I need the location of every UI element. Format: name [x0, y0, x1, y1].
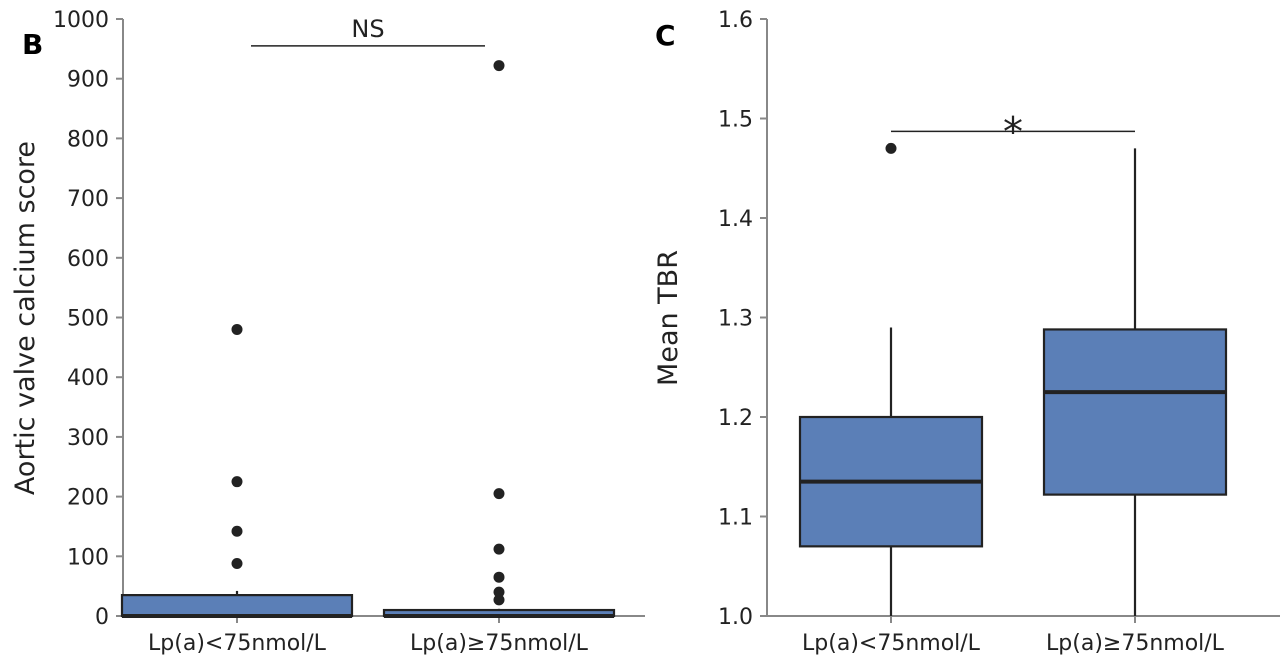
panel-b-y-tick-label: 300: [67, 426, 109, 451]
panel-c-box: [1042, 328, 1228, 496]
panel-b-y-axis-title: Aortic valve calcium score: [10, 141, 41, 495]
panel-b-outlier-point: [231, 476, 243, 488]
panel-c-y-axis-title: Mean TBR: [653, 250, 684, 386]
panel-c-y-tick-label: 1.5: [718, 108, 753, 133]
panel-b-y-tick-label: 900: [67, 68, 109, 93]
panel-c-y-tick-label: 1.4: [718, 207, 753, 232]
panel-b-y-tick-label: 800: [67, 127, 109, 152]
panel-c-y-tick-label: 1.1: [718, 506, 753, 531]
panel-b-y-tick-label: 400: [67, 366, 109, 391]
panel-b-y-tick-label: 500: [67, 307, 109, 332]
panel-b-outlier-point: [231, 557, 243, 569]
panel-b-y-tick-label: 700: [67, 187, 109, 212]
panel-c-y-tick-label: 1.2: [718, 406, 753, 431]
panel-c-x-tick-label: Lp(a)≥75nmol/L: [1046, 631, 1225, 656]
panel-c-panel-letter: C: [655, 19, 676, 52]
panel-b-y-tick-label: 100: [67, 545, 109, 570]
panel-c-significance-label: *: [1003, 109, 1023, 155]
panel-b-box: [120, 594, 354, 618]
panel-c-y-tick-label: 1.0: [718, 605, 753, 630]
panel-b-panel-letter: B: [22, 28, 43, 61]
panel-b-outlier-point: [493, 488, 505, 500]
panel-b-outlier-point: [231, 323, 243, 335]
panel-b-x-tick-label: Lp(a)<75nmol/L: [148, 631, 327, 656]
panel-c-y-tick-label: 1.6: [718, 8, 753, 33]
panel-b-x-tick-label: Lp(a)≥75nmol/L: [410, 631, 589, 656]
panel-c-outlier-point: [885, 142, 897, 154]
panel-c-chart: 1.0 1.1 1.2 1.3 1.4 1.5 1.6 Mean TBR C Lp(a)<75nm…: [653, 8, 1280, 656]
panel-c-x-tick-label: Lp(a)<75nmol/L: [802, 631, 981, 656]
panel-b-outlier-point: [493, 594, 505, 606]
panel-b-y-tick-label: 200: [67, 486, 109, 511]
panel-b-outlier-point: [493, 586, 505, 598]
panel-b-y-tick-label: 600: [67, 247, 109, 272]
panel-b-y-tick-label: 1000: [53, 8, 109, 33]
panel-c-y-tick-label: 1.3: [718, 307, 753, 332]
panel-b-outlier-point: [231, 525, 243, 537]
panel-b-significance-label: NS: [351, 15, 384, 43]
panel-b-y-tick-label: 0: [95, 605, 109, 630]
panel-b-outlier-point: [493, 571, 505, 583]
panel-b-chart: 0 100 200 300 400 500 600 700 800 900 1000 Aortic v…: [10, 8, 645, 656]
panel-b-outlier-point: [493, 60, 505, 72]
panel-b-outlier-point: [493, 543, 505, 555]
